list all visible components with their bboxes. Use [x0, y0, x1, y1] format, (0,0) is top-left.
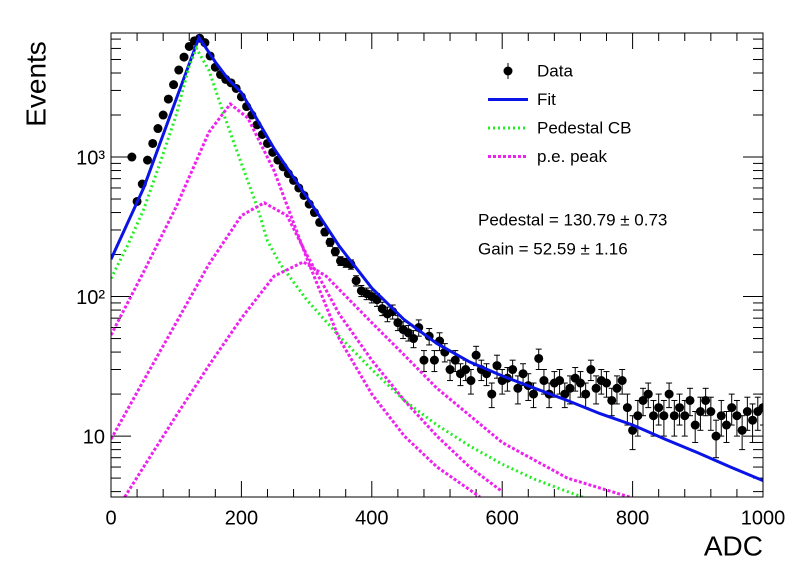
data-point	[325, 237, 335, 247]
annotation: Gain = 52.59 ± 1.16	[478, 239, 628, 258]
data-point	[169, 80, 179, 90]
data-point	[711, 431, 721, 441]
data-point	[143, 155, 153, 165]
data-point	[586, 365, 596, 375]
legend-label: Pedestal CB	[537, 118, 632, 137]
data-point	[591, 383, 601, 393]
data-point	[643, 389, 653, 399]
data-point	[659, 411, 669, 421]
data-point	[461, 365, 471, 375]
data-point	[758, 403, 763, 413]
data-point	[669, 411, 679, 421]
data-point	[690, 420, 700, 430]
data-point	[602, 378, 612, 388]
data-point	[409, 334, 419, 344]
data-point	[654, 403, 664, 413]
data-point	[419, 355, 429, 365]
x-axis-label: ADC	[704, 530, 763, 561]
plot-frame	[110, 32, 764, 498]
y-axis-label: Events	[20, 41, 51, 127]
curve	[111, 34, 763, 482]
data-point	[487, 389, 497, 399]
data-point	[664, 389, 674, 399]
data-point	[560, 389, 570, 399]
legend-label: Fit	[537, 90, 556, 109]
data-point	[445, 365, 455, 375]
data-point	[737, 425, 747, 435]
data-point	[163, 94, 173, 104]
y-tick-label: 10³	[76, 147, 105, 169]
data-point	[528, 389, 538, 399]
x-tick-label: 1000	[741, 507, 786, 529]
curve	[111, 44, 587, 497]
data-point	[153, 124, 163, 134]
data-point	[716, 411, 726, 421]
y-tick-label: 10	[83, 426, 105, 448]
data-point	[727, 403, 737, 413]
plot-area	[111, 33, 763, 497]
data-point	[706, 407, 716, 417]
data-point	[539, 376, 549, 386]
data-point	[680, 411, 690, 421]
data-point	[721, 420, 731, 430]
data-point	[158, 110, 168, 120]
data-point	[492, 361, 502, 371]
y-tick-label: 10²	[76, 287, 105, 309]
data-point	[429, 355, 439, 365]
data-point	[695, 407, 705, 417]
curve	[123, 260, 634, 497]
data-point	[351, 276, 361, 286]
x-tick-label: 600	[486, 507, 519, 529]
data-point	[732, 411, 742, 421]
x-tick-label: 0	[105, 507, 116, 529]
x-tick-label: 200	[225, 507, 258, 529]
data-point	[393, 318, 403, 328]
data-point	[174, 65, 184, 75]
data-point	[508, 365, 518, 375]
data-point	[742, 407, 752, 417]
data-point	[748, 415, 758, 425]
data-point	[518, 369, 528, 379]
data-point	[148, 138, 158, 148]
curve	[111, 201, 504, 493]
data-point	[555, 376, 565, 386]
data-point	[617, 376, 627, 386]
data-point	[581, 389, 591, 399]
data-point	[127, 152, 137, 162]
data-point	[675, 403, 685, 413]
data-point	[330, 247, 340, 257]
data-point	[565, 383, 575, 393]
x-tick-label: 400	[355, 507, 388, 529]
x-tick-label: 800	[616, 507, 649, 529]
data-point	[607, 395, 617, 405]
data-point	[612, 383, 622, 393]
legend-label: p.e. peak	[537, 147, 607, 166]
data-point	[633, 411, 643, 421]
data-point	[638, 395, 648, 405]
data-point	[685, 395, 695, 405]
data-point	[534, 353, 544, 363]
data-point	[648, 411, 658, 421]
curve	[111, 101, 481, 497]
data-point	[471, 350, 481, 360]
data-point	[628, 425, 638, 435]
data-point	[575, 378, 585, 388]
data-point	[622, 403, 632, 413]
data-point	[701, 395, 711, 405]
data-point	[179, 52, 189, 62]
annotation: Pedestal = 130.79 ± 0.73	[478, 210, 667, 229]
data-point	[450, 355, 460, 365]
data-point	[466, 376, 476, 386]
legend-label: Data	[537, 61, 573, 80]
legend-marker	[503, 66, 513, 76]
